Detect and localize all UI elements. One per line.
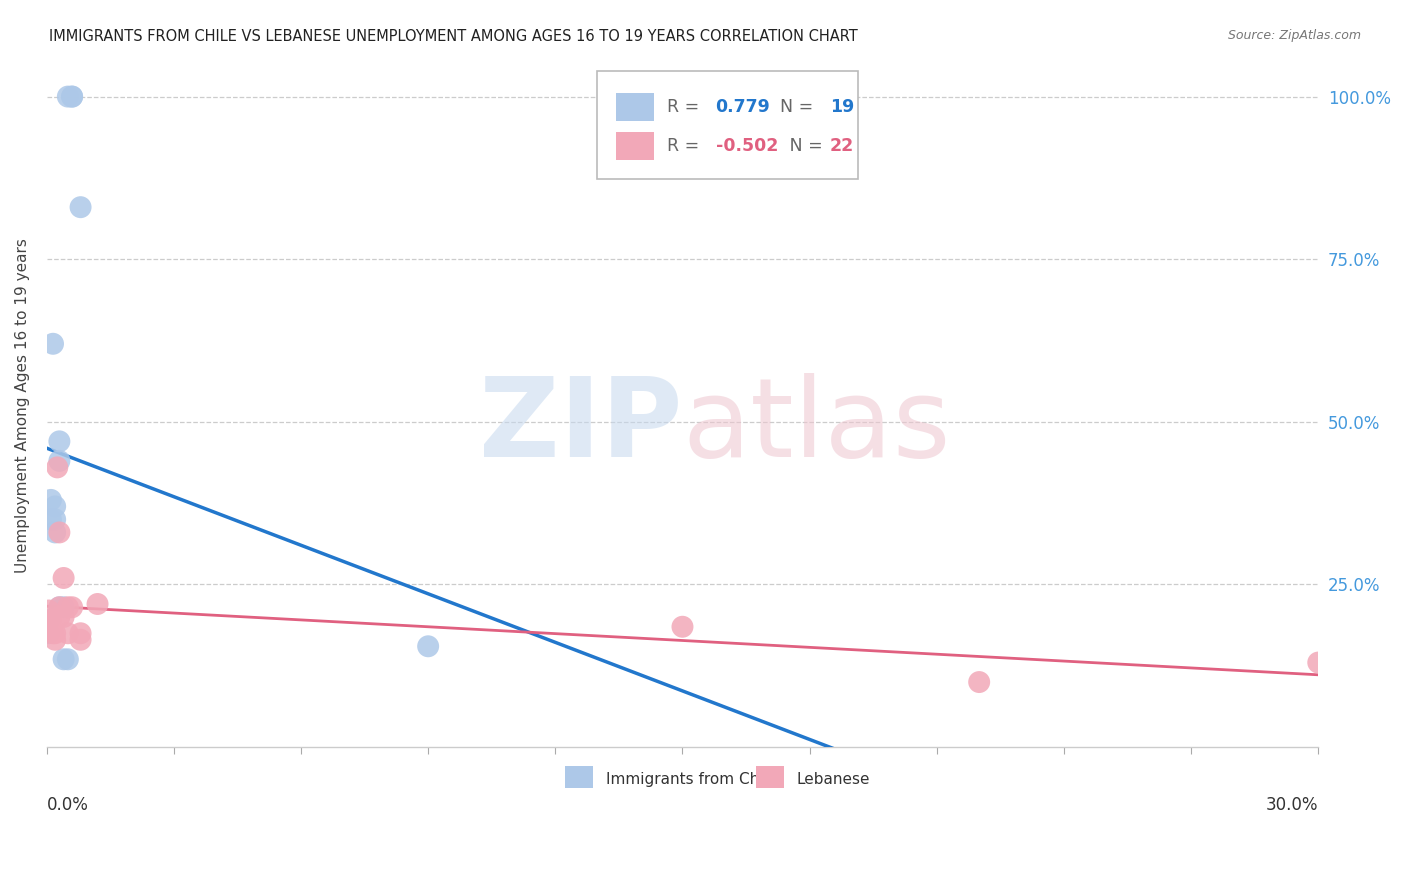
Point: [42, 336, 65, 351]
Text: R =: R =: [668, 98, 704, 116]
Point: [60, 89, 83, 103]
Point: [44, 632, 66, 647]
Point: [967, 675, 990, 690]
Point: [56, 652, 79, 666]
Point: [52, 652, 75, 666]
Text: 0.0%: 0.0%: [46, 797, 89, 814]
Point: [42, 626, 65, 640]
Point: [56, 626, 79, 640]
Bar: [616, 132, 655, 161]
Point: [48, 610, 70, 624]
Point: [69, 632, 91, 647]
Point: [69, 200, 91, 214]
Bar: [616, 93, 655, 121]
Point: [39, 512, 62, 526]
Point: [46, 460, 69, 475]
Bar: [565, 766, 593, 789]
Text: ZIP: ZIP: [479, 373, 682, 480]
Text: N =: N =: [769, 98, 818, 116]
Point: [39, 492, 62, 507]
Bar: [756, 766, 785, 789]
Point: [86, 597, 108, 611]
Text: Source: ZipAtlas.com: Source: ZipAtlas.com: [1227, 29, 1361, 42]
Point: [44, 500, 66, 514]
Point: [44, 512, 66, 526]
Text: 30.0%: 30.0%: [1265, 797, 1319, 814]
Point: [52, 571, 75, 585]
FancyBboxPatch shape: [598, 70, 858, 178]
Point: [48, 525, 70, 540]
Point: [44, 525, 66, 540]
Point: [39, 623, 62, 637]
Point: [52, 600, 75, 615]
Text: 0.779: 0.779: [716, 98, 770, 116]
Text: 22: 22: [830, 137, 855, 155]
Text: Immigrants from Chile: Immigrants from Chile: [606, 772, 778, 788]
Point: [48, 600, 70, 615]
Point: [671, 620, 693, 634]
Text: Lebanese: Lebanese: [797, 772, 870, 788]
Point: [48, 434, 70, 449]
Point: [60, 89, 83, 103]
Point: [44, 626, 66, 640]
Point: [1308, 656, 1330, 670]
Point: [69, 626, 91, 640]
Text: IMMIGRANTS FROM CHILE VS LEBANESE UNEMPLOYMENT AMONG AGES 16 TO 19 YEARS CORRELA: IMMIGRANTS FROM CHILE VS LEBANESE UNEMPL…: [49, 29, 858, 44]
Y-axis label: Unemployment Among Ages 16 to 19 years: Unemployment Among Ages 16 to 19 years: [15, 238, 30, 573]
Point: [38, 616, 60, 631]
Point: [60, 600, 83, 615]
Text: 19: 19: [830, 98, 855, 116]
Point: [48, 600, 70, 615]
Text: atlas: atlas: [682, 373, 950, 480]
Text: -0.502: -0.502: [716, 137, 778, 155]
Point: [48, 454, 70, 468]
Point: [56, 600, 79, 615]
Point: [56, 89, 79, 103]
Point: [418, 640, 440, 654]
Point: [38, 626, 60, 640]
Text: R =: R =: [668, 137, 704, 155]
Point: [38, 603, 60, 617]
Point: [38, 613, 60, 627]
Text: N =: N =: [785, 137, 828, 155]
Point: [52, 610, 75, 624]
Point: [39, 613, 62, 627]
